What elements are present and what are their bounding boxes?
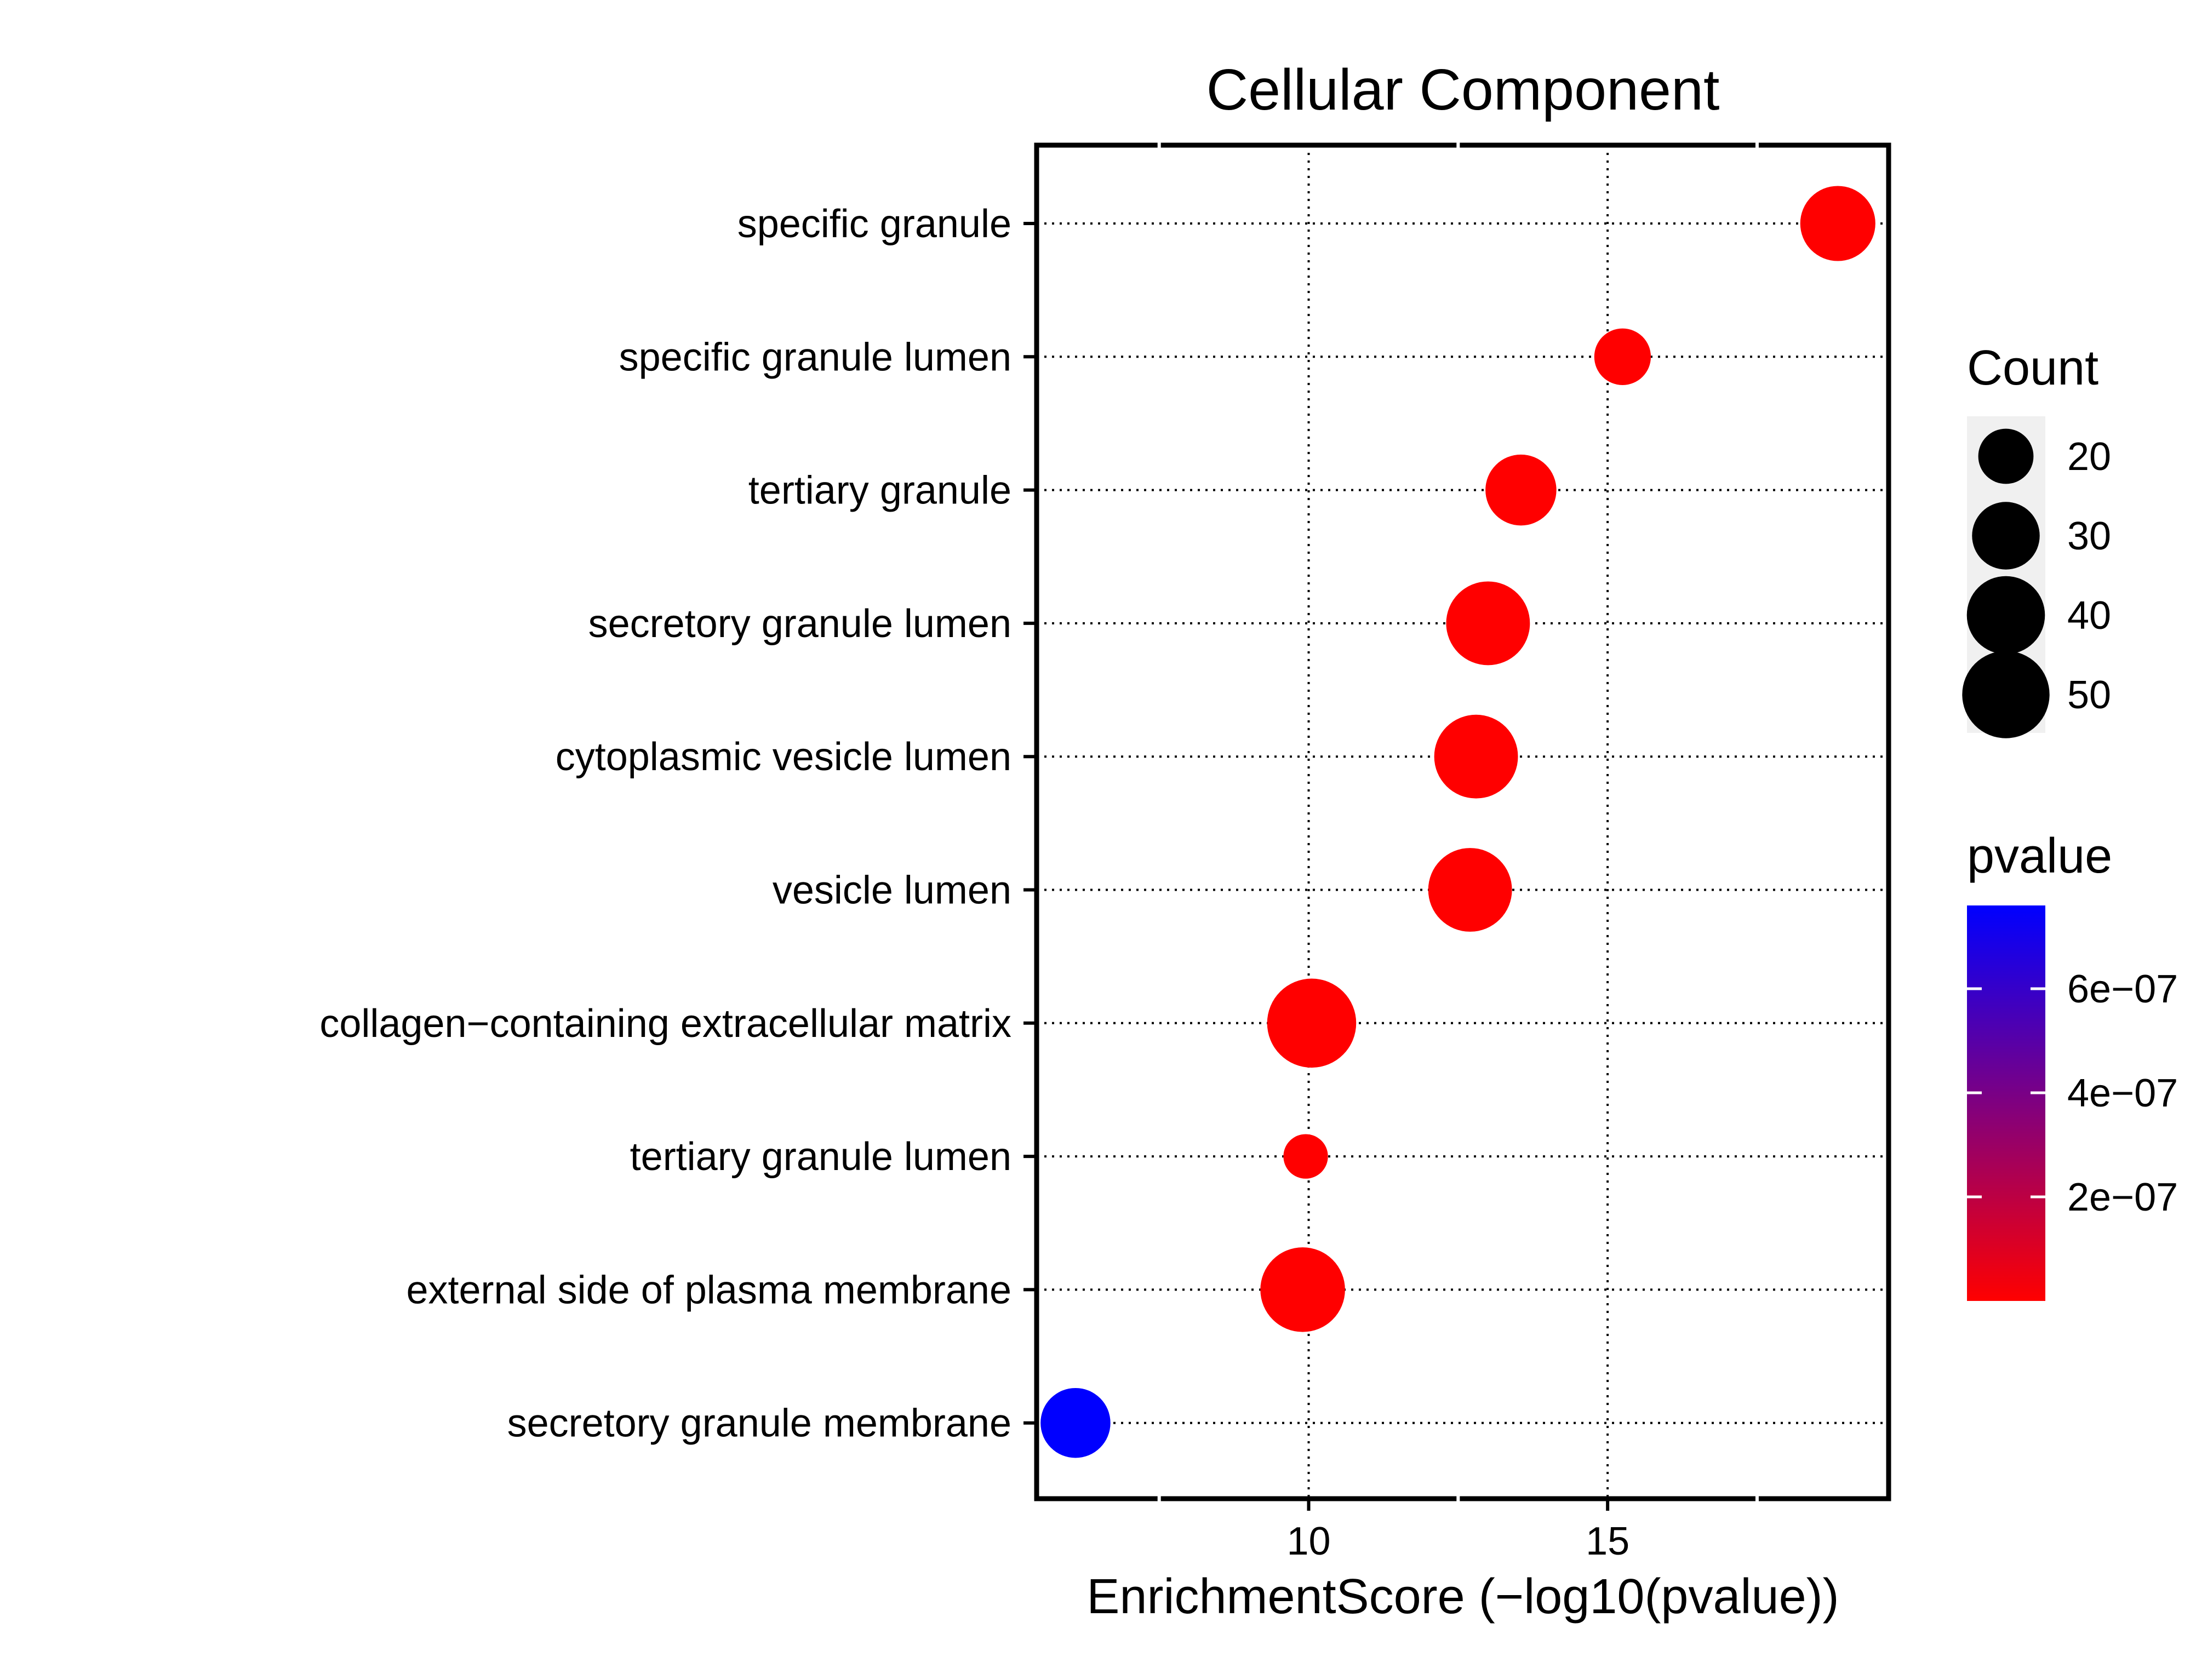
legend-pvalue-title: pvalue bbox=[1967, 829, 2112, 884]
legend-count-label: 50 bbox=[2067, 673, 2111, 717]
data-point bbox=[1446, 581, 1530, 666]
legend-count-items: 20 30 40 50 bbox=[1962, 428, 2111, 738]
data-point bbox=[1594, 328, 1651, 385]
y-tick-label: tertiary granule bbox=[748, 469, 1011, 513]
legend-pvalue: pvalue 2e−07 4e−07 6e−07 bbox=[1967, 829, 2178, 1301]
x-tick-label: 10 bbox=[1286, 1520, 1330, 1563]
legend-pvalue-label: 4e−07 bbox=[2067, 1071, 2178, 1115]
y-tick-label: secretory granule membrane bbox=[507, 1402, 1011, 1446]
x-axis-labels: 10 15 bbox=[1286, 1520, 1629, 1563]
points-layer bbox=[1040, 186, 1875, 1458]
data-point bbox=[1434, 714, 1518, 799]
x-axis-title: EnrichmentScore (−log10(pvalue)) bbox=[1086, 1569, 1839, 1624]
legend-count-symbol bbox=[1962, 651, 2050, 738]
legend-count-symbol bbox=[1978, 428, 2034, 484]
data-point bbox=[1485, 454, 1557, 526]
x-tick-label: 15 bbox=[1586, 1520, 1629, 1563]
y-tick-label: specific granule bbox=[737, 202, 1011, 246]
legend-count-title: Count bbox=[1967, 341, 2098, 395]
y-tick-label: vesicle lumen bbox=[773, 869, 1011, 913]
data-point bbox=[1040, 1387, 1111, 1458]
legend-pvalue-ticks: 2e−07 4e−07 6e−07 bbox=[1967, 967, 2178, 1219]
legend-pvalue-label: 6e−07 bbox=[2067, 967, 2178, 1011]
y-tick-label: cytoplasmic vesicle lumen bbox=[556, 735, 1011, 779]
legend-count-label: 40 bbox=[2067, 594, 2111, 638]
y-tick-label: external side of plasma membrane bbox=[406, 1268, 1011, 1312]
data-point bbox=[1428, 848, 1512, 932]
legend-count-symbol bbox=[1966, 576, 2045, 655]
chart-title: Cellular Component bbox=[1206, 58, 1720, 122]
legend-count-label: 30 bbox=[2067, 514, 2111, 558]
legend-count-symbol bbox=[1972, 502, 2040, 570]
data-point bbox=[1800, 186, 1875, 261]
plot-frame bbox=[1034, 142, 1891, 1501]
y-tick-label: tertiary granule lumen bbox=[630, 1135, 1011, 1179]
data-point bbox=[1267, 978, 1357, 1068]
data-point bbox=[1283, 1134, 1328, 1179]
legend-count-label: 20 bbox=[2067, 435, 2111, 479]
ticks-layer bbox=[1023, 142, 1759, 1511]
legend-pvalue-label: 2e−07 bbox=[2067, 1176, 2178, 1219]
legend-count: Count 20 30 40 50 bbox=[1962, 341, 2111, 738]
y-tick-label: collagen−containing extracellular matrix bbox=[319, 1002, 1011, 1046]
y-tick-label: secretory granule lumen bbox=[588, 602, 1011, 646]
legend-pvalue-colorbar bbox=[1967, 905, 2045, 1301]
data-point bbox=[1260, 1247, 1345, 1332]
y-axis-labels: specific granule specific granule lumen te… bbox=[319, 202, 1011, 1446]
y-tick-label: specific granule lumen bbox=[619, 335, 1011, 379]
